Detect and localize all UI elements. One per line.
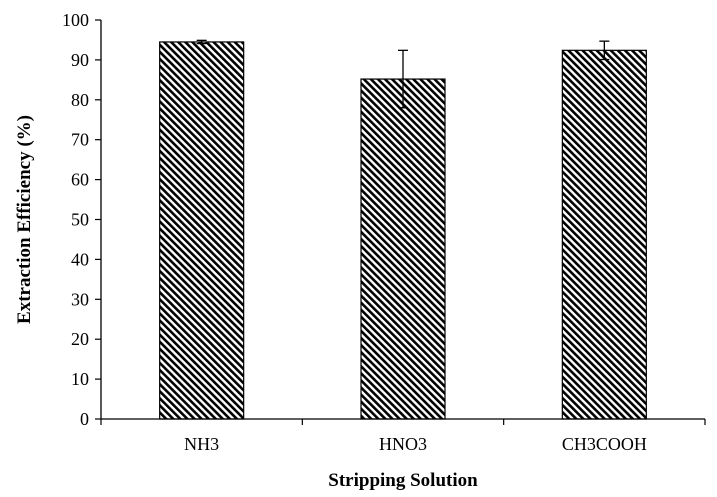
y-tick-label: 70 xyxy=(71,130,89,150)
error-bar-nh3 xyxy=(196,39,207,45)
y-tick-label: 100 xyxy=(62,10,89,30)
y-axis-ticks: 0 10 20 30 40 50 60 70 80 90 100 xyxy=(62,10,101,429)
y-tick-label: 0 xyxy=(80,409,89,429)
error-bar-hno3 xyxy=(398,49,408,109)
error-bar-ch3cooh xyxy=(599,40,610,61)
y-tick-label: 40 xyxy=(71,249,89,269)
bar-hno3 xyxy=(360,78,446,420)
bar-ch3cooh xyxy=(561,49,647,420)
x-tick-label: HNO3 xyxy=(379,434,427,454)
y-tick-label: 20 xyxy=(71,329,89,349)
x-tick-label: NH3 xyxy=(184,434,219,454)
error-bars xyxy=(196,39,610,109)
y-tick-label: 60 xyxy=(71,170,89,190)
y-tick-label: 10 xyxy=(71,369,89,389)
bars xyxy=(159,41,647,420)
x-axis-label: Stripping Solution xyxy=(328,470,478,491)
x-axis-ticks: NH3 HNO3 CH3COOH xyxy=(100,419,706,454)
y-tick-label: 80 xyxy=(71,90,89,110)
bar-nh3 xyxy=(159,41,245,420)
y-tick-label: 90 xyxy=(71,50,89,70)
y-axis-label: Extraction Efficiency (%) xyxy=(14,115,35,324)
y-tick-label: 50 xyxy=(71,210,89,230)
x-tick-label: CH3COOH xyxy=(562,434,647,454)
y-tick-label: 30 xyxy=(71,289,89,309)
